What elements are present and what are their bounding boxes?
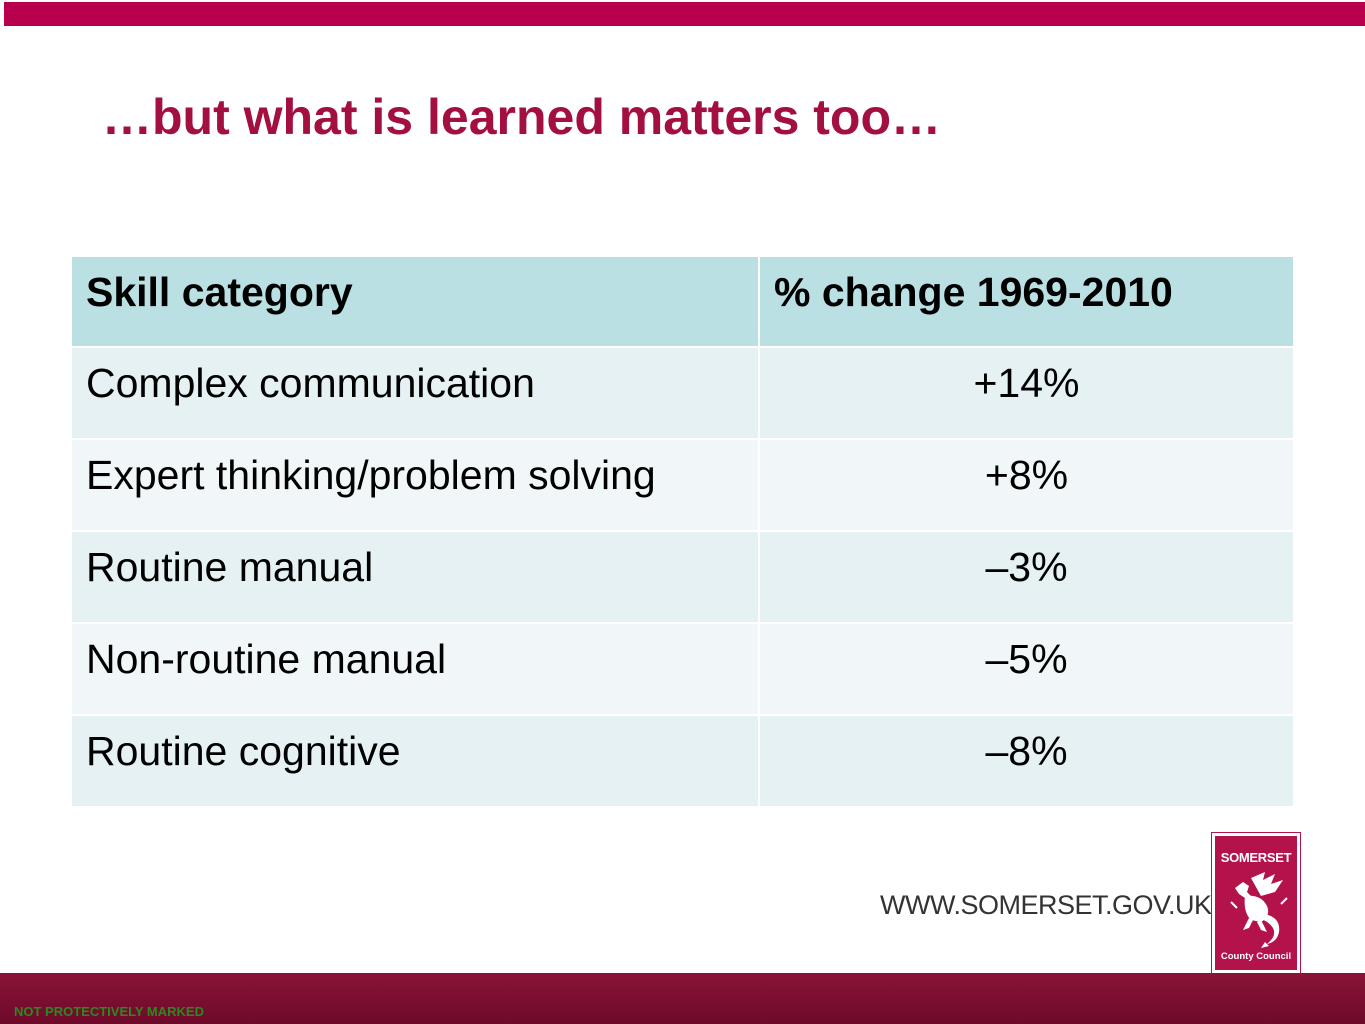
somerset-logo: SOMERSET County Council <box>1211 832 1301 974</box>
change-cell: –3% <box>758 530 1295 624</box>
skill-cell: Complex communication <box>70 346 760 440</box>
table-row: Complex communication +14% <box>70 346 1295 440</box>
table-row: Routine manual –3% <box>70 530 1295 624</box>
table-row: Non-routine manual –5% <box>70 622 1295 716</box>
logo-bottom-text: County Council <box>1220 951 1292 962</box>
website-url[interactable]: WWW.SOMERSET.GOV.UK <box>880 890 1212 920</box>
table-header-row: Skill category % change 1969-2010 <box>70 255 1295 348</box>
header-percent-change: % change 1969-2010 <box>758 255 1295 348</box>
top-accent-bar <box>4 2 1365 26</box>
change-cell: –8% <box>758 714 1295 808</box>
logo-top-text: SOMERSET <box>1220 850 1292 865</box>
skill-cell: Non-routine manual <box>70 622 760 716</box>
skill-cell: Routine manual <box>70 530 760 624</box>
slide-title: …but what is learned matters too… <box>102 89 942 145</box>
change-cell: –5% <box>758 622 1295 716</box>
skill-cell: Routine cognitive <box>70 714 760 808</box>
protective-marking: NOT PROTECTIVELY MARKED <box>14 1004 204 1019</box>
change-cell: +14% <box>758 346 1295 440</box>
skill-cell: Expert thinking/problem solving <box>70 438 760 532</box>
header-skill-category: Skill category <box>70 255 760 348</box>
change-cell: +8% <box>758 438 1295 532</box>
skills-table: Skill category % change 1969-2010 Comple… <box>70 255 1295 808</box>
footer-bar <box>0 973 1365 1024</box>
table-row: Routine cognitive –8% <box>70 714 1295 808</box>
table-row: Expert thinking/problem solving +8% <box>70 438 1295 532</box>
wyvern-dragon-icon <box>1230 872 1288 948</box>
